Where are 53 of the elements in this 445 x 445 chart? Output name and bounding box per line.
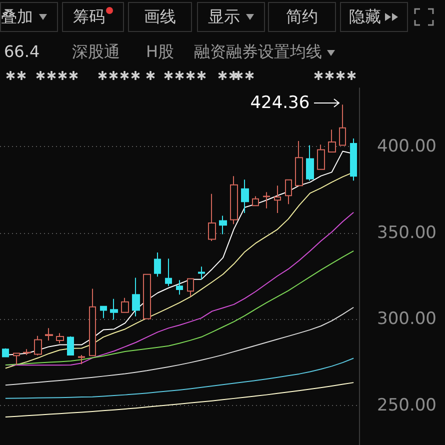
candlestick xyxy=(78,354,85,365)
line-series xyxy=(4,382,354,418)
candlestick xyxy=(34,335,42,356)
text: 画线 xyxy=(144,6,176,28)
candlestick xyxy=(295,140,303,186)
candlestick xyxy=(165,258,172,287)
y-tick-label: 400.00 xyxy=(377,136,436,157)
candlestick xyxy=(317,144,325,170)
candlestick xyxy=(132,277,140,317)
candlestick xyxy=(176,280,183,296)
candlestick xyxy=(241,179,249,214)
line-series xyxy=(4,358,354,399)
candlestick xyxy=(154,252,161,278)
y-tick-label: 350.00 xyxy=(377,222,436,243)
text: 深股通 xyxy=(72,42,120,63)
candlestick xyxy=(56,332,64,344)
candlestick xyxy=(252,196,259,206)
candlestick xyxy=(328,129,336,152)
candlestick xyxy=(230,176,238,225)
candlestick xyxy=(13,352,20,366)
candlestick xyxy=(23,348,31,356)
text: H股 xyxy=(146,42,174,63)
candlestick xyxy=(67,336,74,356)
text: 筹码 xyxy=(73,6,105,28)
candlestick xyxy=(100,305,107,319)
text: 设置均线 xyxy=(258,42,322,63)
candlestick xyxy=(350,138,357,182)
candlestick xyxy=(143,274,151,320)
candlestick xyxy=(285,179,292,205)
line-series xyxy=(4,306,354,386)
candlestick xyxy=(198,266,205,280)
text: 隐藏 xyxy=(349,6,381,28)
y-tick-label: 250.00 xyxy=(377,395,436,416)
candlestick xyxy=(263,192,270,209)
text: 显示 xyxy=(208,6,240,28)
candlestick xyxy=(121,297,129,313)
text: 融资融券 xyxy=(194,42,258,63)
candlestick xyxy=(339,104,346,146)
candlestick xyxy=(89,288,96,357)
annotation: 424.36 xyxy=(250,92,310,113)
line-series xyxy=(4,250,354,366)
candlestick xyxy=(274,185,281,214)
candlestick xyxy=(187,278,194,297)
candlestick xyxy=(2,348,9,358)
candlestick xyxy=(208,193,216,242)
candlestick xyxy=(110,298,118,320)
y-tick-label: 300.00 xyxy=(377,309,436,330)
text: 叠加 xyxy=(1,6,33,28)
text: 简约 xyxy=(286,6,318,28)
text: 66.4 xyxy=(4,42,40,61)
candlestick xyxy=(306,144,314,182)
candlestick xyxy=(45,328,53,341)
candlestick xyxy=(219,215,227,235)
